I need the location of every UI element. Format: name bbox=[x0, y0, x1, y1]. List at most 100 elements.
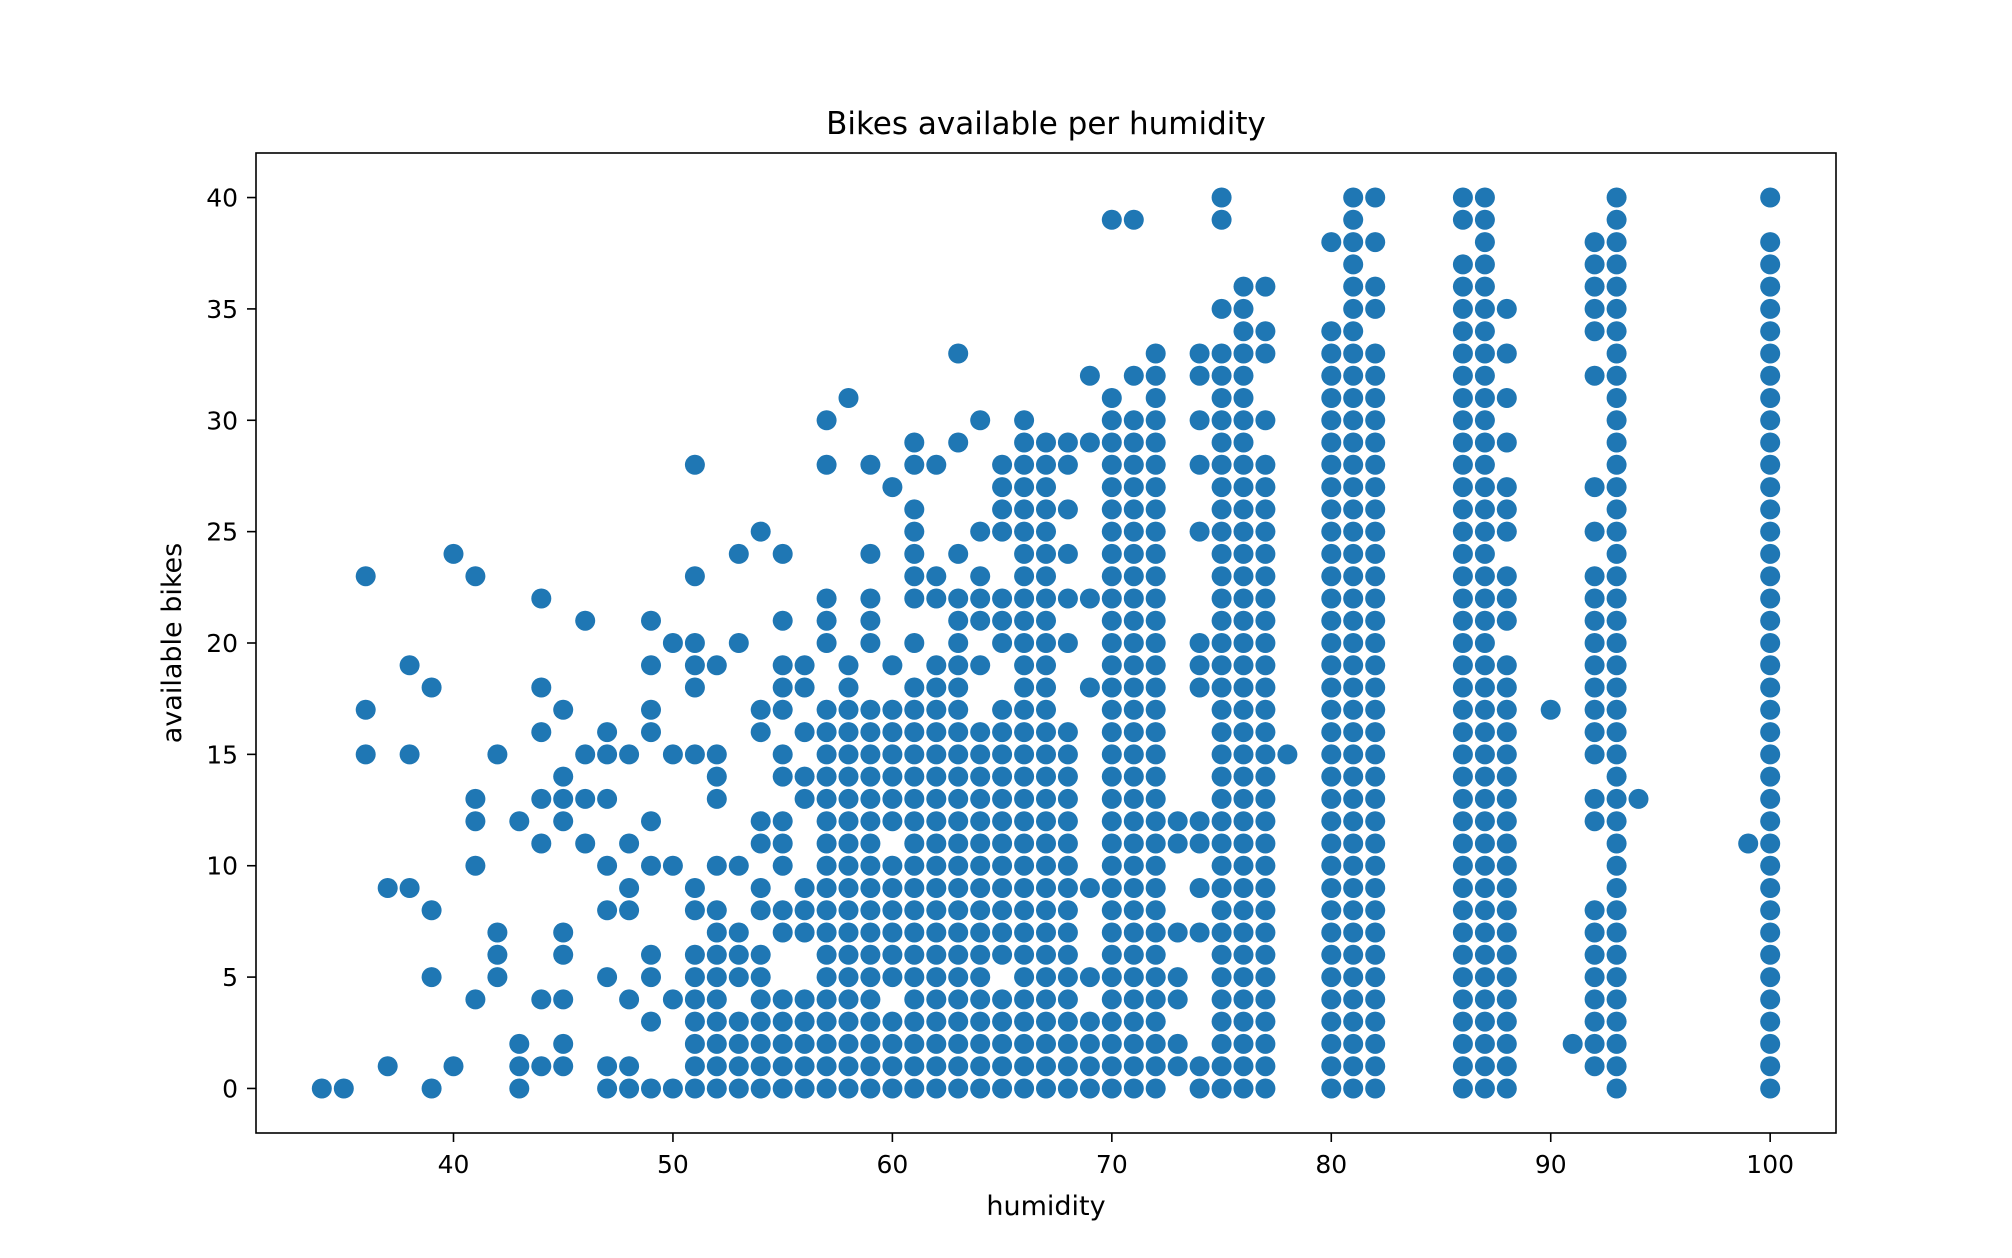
data-point bbox=[772, 855, 793, 876]
data-point bbox=[970, 566, 991, 587]
data-point bbox=[860, 610, 881, 631]
data-point bbox=[948, 744, 969, 765]
data-point bbox=[1014, 477, 1035, 498]
data-point bbox=[706, 989, 727, 1010]
data-point bbox=[1452, 521, 1473, 542]
data-point bbox=[1496, 1078, 1517, 1099]
data-point bbox=[1014, 566, 1035, 587]
data-point bbox=[1123, 967, 1144, 988]
data-point bbox=[904, 788, 925, 809]
data-point bbox=[860, 454, 881, 475]
data-point bbox=[992, 477, 1013, 498]
data-point bbox=[926, 699, 947, 720]
data-point bbox=[1452, 788, 1473, 809]
data-point bbox=[750, 900, 771, 921]
data-point bbox=[1365, 811, 1386, 832]
data-point bbox=[1452, 878, 1473, 898]
data-point bbox=[1365, 454, 1386, 475]
data-point bbox=[1365, 388, 1386, 408]
data-point bbox=[1474, 989, 1495, 1010]
x-tick-label: 50 bbox=[657, 1150, 689, 1179]
data-point bbox=[706, 900, 727, 921]
data-point bbox=[509, 1078, 530, 1099]
data-point bbox=[1123, 878, 1144, 898]
data-point bbox=[1760, 655, 1781, 676]
data-point bbox=[992, 521, 1013, 542]
data-point bbox=[311, 1078, 332, 1099]
data-point bbox=[1321, 365, 1342, 386]
data-point bbox=[1014, 543, 1035, 564]
data-point bbox=[904, 744, 925, 765]
data-point bbox=[1167, 989, 1188, 1010]
data-point bbox=[1233, 321, 1254, 342]
data-point bbox=[1145, 588, 1166, 609]
data-point bbox=[1014, 744, 1035, 765]
data-point bbox=[772, 1056, 793, 1077]
data-point bbox=[948, 855, 969, 876]
data-point bbox=[1211, 388, 1232, 408]
x-tick-label: 90 bbox=[1535, 1150, 1567, 1179]
data-point bbox=[1343, 1033, 1364, 1054]
data-point bbox=[1211, 187, 1232, 208]
data-point bbox=[399, 655, 420, 676]
data-point bbox=[882, 1011, 903, 1032]
data-point bbox=[794, 1033, 815, 1054]
data-point bbox=[1760, 187, 1781, 208]
data-point bbox=[1474, 232, 1495, 253]
data-point bbox=[1255, 699, 1276, 720]
data-point bbox=[1584, 989, 1605, 1010]
data-point bbox=[1211, 209, 1232, 230]
data-point bbox=[1036, 1078, 1056, 1099]
data-point bbox=[1233, 655, 1254, 676]
data-point bbox=[816, 922, 837, 943]
y-tick-label: 25 bbox=[206, 518, 238, 547]
data-point bbox=[1211, 633, 1232, 653]
data-point bbox=[1211, 499, 1232, 520]
data-point bbox=[1343, 744, 1364, 765]
data-point bbox=[1123, 566, 1144, 587]
data-point bbox=[750, 722, 771, 743]
data-point bbox=[926, 766, 947, 787]
data-point bbox=[1211, 699, 1232, 720]
data-point bbox=[1365, 878, 1386, 898]
data-point bbox=[992, 1056, 1013, 1077]
data-point bbox=[1584, 633, 1605, 653]
data-point bbox=[619, 833, 640, 854]
data-point bbox=[992, 588, 1013, 609]
data-point bbox=[1365, 499, 1386, 520]
data-point bbox=[1036, 744, 1056, 765]
data-point bbox=[1123, 477, 1144, 498]
data-point bbox=[1255, 967, 1276, 988]
data-point bbox=[1365, 543, 1386, 564]
data-point bbox=[1760, 1056, 1781, 1077]
data-point bbox=[926, 1011, 947, 1032]
data-point bbox=[1365, 521, 1386, 542]
data-point bbox=[1189, 878, 1210, 898]
data-point bbox=[1606, 477, 1627, 498]
data-point bbox=[1145, 410, 1166, 431]
data-point bbox=[1036, 610, 1056, 631]
data-point bbox=[882, 699, 903, 720]
data-point bbox=[1474, 1078, 1495, 1099]
data-point bbox=[838, 655, 859, 676]
data-point bbox=[1606, 1011, 1627, 1032]
data-point bbox=[1496, 967, 1517, 988]
data-point bbox=[992, 855, 1013, 876]
data-point bbox=[1167, 967, 1188, 988]
data-point bbox=[1014, 633, 1035, 653]
data-point bbox=[816, 744, 837, 765]
data-point bbox=[641, 1011, 661, 1032]
data-point bbox=[1760, 1011, 1781, 1032]
data-point bbox=[1496, 477, 1517, 498]
data-point bbox=[1321, 499, 1342, 520]
data-point bbox=[1145, 1056, 1166, 1077]
data-point bbox=[1474, 543, 1495, 564]
data-point bbox=[1036, 1056, 1056, 1077]
data-point bbox=[816, 633, 837, 653]
data-point bbox=[1584, 365, 1605, 386]
data-point bbox=[1584, 254, 1605, 275]
data-point bbox=[926, 722, 947, 743]
data-point bbox=[1452, 566, 1473, 587]
data-point bbox=[509, 811, 530, 832]
data-point bbox=[1079, 1056, 1100, 1077]
